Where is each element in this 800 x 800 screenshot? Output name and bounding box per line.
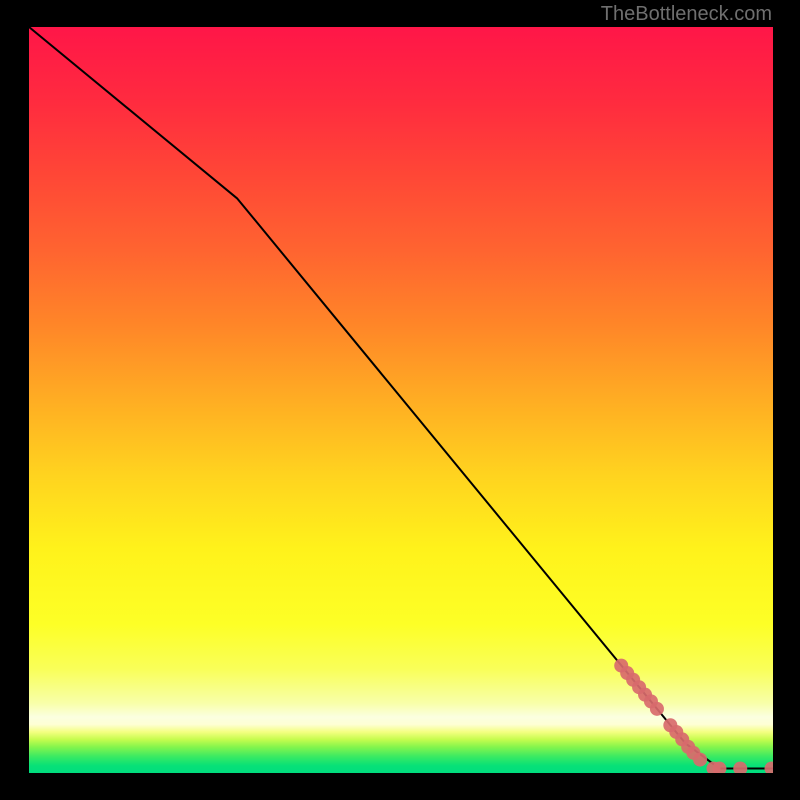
data-marker	[765, 762, 773, 773]
data-marker	[693, 753, 707, 767]
chart-stage: TheBottleneck.com	[0, 0, 800, 800]
plot-area	[29, 27, 773, 773]
curve-overlay	[29, 27, 773, 773]
watermark-text: TheBottleneck.com	[601, 3, 772, 26]
data-markers	[614, 659, 773, 773]
bottleneck-curve	[29, 27, 773, 769]
data-marker	[650, 702, 664, 716]
data-marker	[733, 762, 747, 773]
